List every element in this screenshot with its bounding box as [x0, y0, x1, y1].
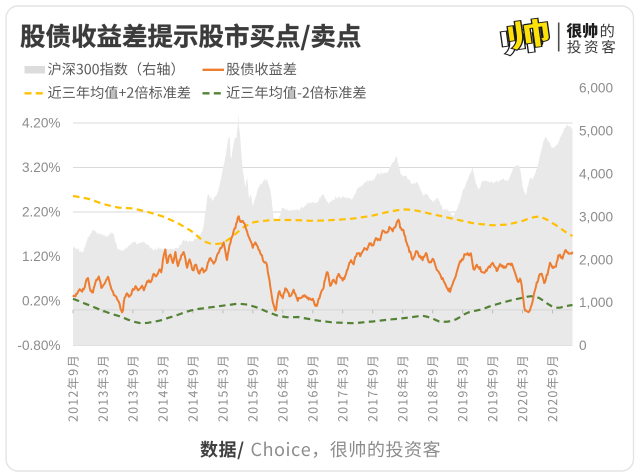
svg-text:4,000: 4,000: [579, 166, 613, 181]
svg-text:4.20%: 4.20%: [22, 116, 61, 131]
svg-text:3,000: 3,000: [579, 209, 613, 224]
svg-text:2,000: 2,000: [579, 252, 613, 267]
svg-text:1.20%: 1.20%: [22, 249, 61, 264]
svg-text:0.20%: 0.20%: [22, 294, 61, 309]
svg-text:-0.80%: -0.80%: [17, 338, 60, 353]
svg-text:2.20%: 2.20%: [22, 205, 61, 220]
svg-text:0: 0: [579, 338, 587, 353]
svg-text:1,000: 1,000: [579, 295, 613, 310]
svg-text:3.20%: 3.20%: [22, 160, 61, 175]
svg-text:5,000: 5,000: [579, 124, 613, 139]
svg-text:6,000: 6,000: [579, 81, 613, 96]
